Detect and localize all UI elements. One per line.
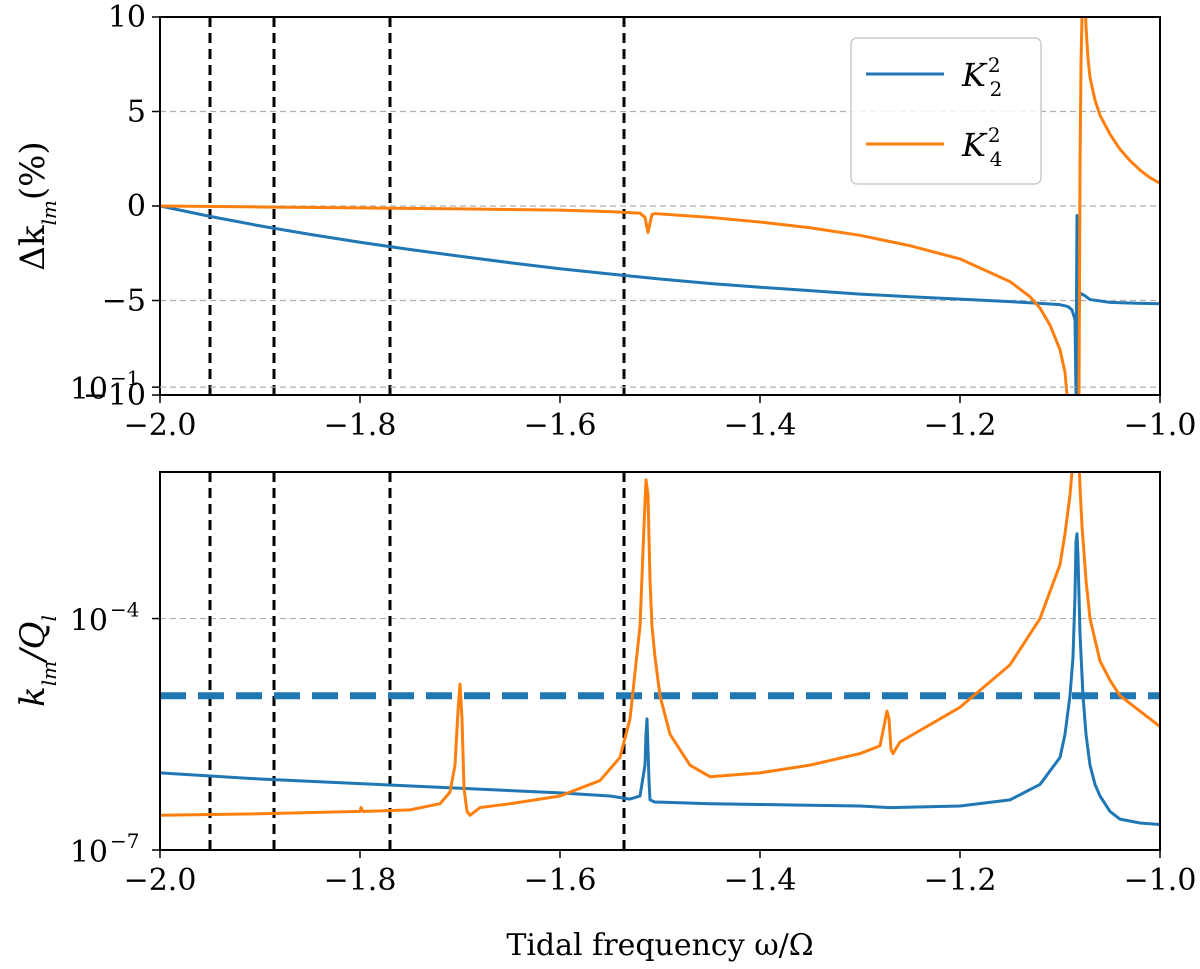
- bottom-x-ticks: −2.0 −1.8 −1.6 −1.4 −1.2 −1.0: [124, 850, 1197, 898]
- bottom-grid: [160, 386, 1160, 620]
- x-tick-label: −1.2: [924, 863, 997, 898]
- y-tick-label: −10: [83, 378, 146, 413]
- top-series: [160, 17, 1160, 395]
- bottom-ylabel-sub: lm: [37, 661, 61, 686]
- y-tick-label: 5: [127, 95, 146, 130]
- y-tick-exponent: −1: [110, 366, 139, 390]
- top-ylabel-unit: (%): [13, 141, 53, 200]
- x-tick-label: −2.0: [124, 863, 197, 898]
- y-tick-exponent: −4: [110, 598, 139, 622]
- legend-k42-sub: 4: [990, 147, 1003, 171]
- top-x-ticks: −2.0 −1.8 −1.6 −1.4 −1.2 −1.0: [124, 395, 1197, 443]
- legend-box: [850, 37, 1042, 185]
- series-line-k42: [160, 472, 1160, 817]
- top-y-axis-label: Δklm(%): [13, 141, 61, 270]
- x-tick-label: −2.0: [124, 408, 197, 443]
- x-tick-label: −1.6: [524, 408, 597, 443]
- series-line-k42: [160, 204, 1069, 395]
- x-axis-label: Tidal frequency ω/Ω: [506, 928, 813, 963]
- y-tick-label: 0: [127, 189, 146, 224]
- bottom-ylabel-sub2: l: [37, 615, 61, 621]
- top-ylabel-main: Δk: [13, 225, 53, 271]
- x-tick-label: −1.8: [324, 863, 397, 898]
- legend-k42-base: K: [961, 126, 988, 164]
- bottom-y-axis-label: klm/Ql: [13, 615, 61, 707]
- legend-k22-base: K: [961, 56, 988, 94]
- bottom-series: [160, 472, 1160, 827]
- bottom-ylabel-main: k: [13, 686, 53, 707]
- bottom-axes-frame: [159, 471, 1161, 851]
- x-tick-label: −1.0: [1124, 408, 1197, 443]
- y-tick-label: 10: [70, 372, 108, 407]
- x-tick-label: −1.4: [724, 408, 797, 443]
- top-y-ticks: −10 −5 0 5 10: [83, 0, 160, 413]
- top-ylabel-sub: lm: [37, 200, 61, 225]
- y-tick-label: 10: [70, 604, 108, 639]
- x-tick-label: −1.6: [524, 863, 597, 898]
- x-tick-label: −1.0: [1124, 863, 1197, 898]
- x-tick-label: −1.8: [324, 408, 397, 443]
- x-tick-label: −1.2: [924, 408, 997, 443]
- legend-k22-sub: 2: [990, 77, 1003, 101]
- bottom-ylabel-rest: /Q: [13, 622, 53, 664]
- bottom-y-ticks: 10−710−410−1: [70, 366, 160, 870]
- y-tick-label: 10: [70, 835, 108, 870]
- x-tick-label: −1.4: [724, 863, 797, 898]
- bottom-panel: −2.0 −1.8 −1.6 −1.4 −1.2 −1.0 10−710−410−1 kl…: [13, 366, 1196, 963]
- y-tick-exponent: −7: [110, 829, 139, 853]
- series-line-k22: [160, 532, 1160, 827]
- legend-k22-sup: 2: [988, 53, 1001, 77]
- legend-k42-sup: 2: [988, 123, 1001, 147]
- y-tick-label: 10: [108, 0, 146, 35]
- top-panel: −2.0 −1.8 −1.6 −1.4 −1.2 −1.0 −10 −5 0 5 10 Δklm(…: [13, 0, 1196, 443]
- series-line-k42-after-resonance: [1077, 17, 1160, 395]
- y-tick-label: −5: [102, 284, 146, 319]
